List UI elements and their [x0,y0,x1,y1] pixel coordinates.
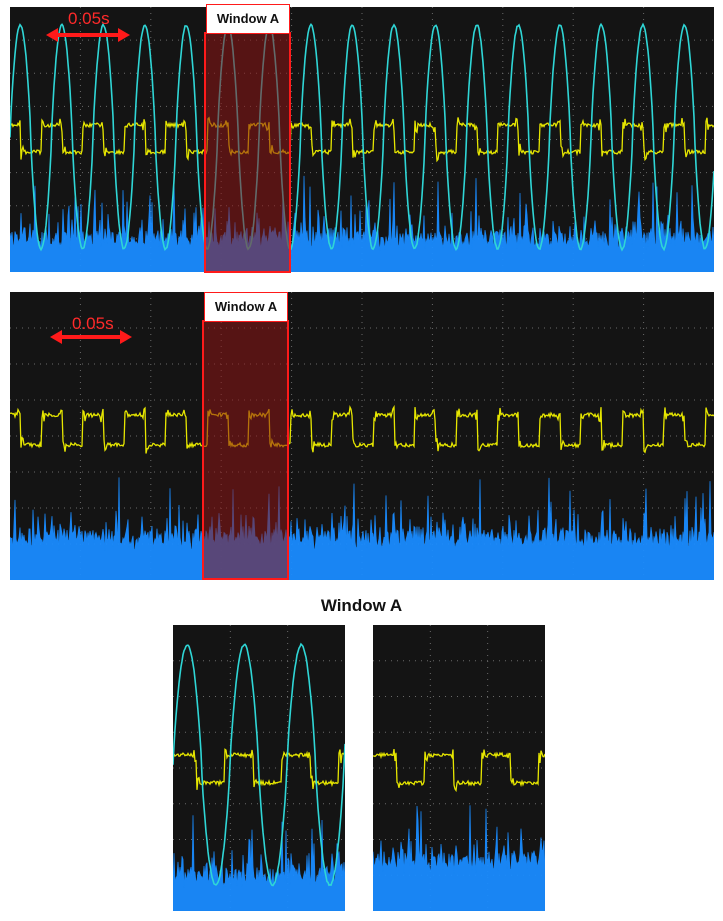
zoom-panel-right [373,625,545,911]
window-a-label-top: Window A [206,4,290,34]
scope-screen-top [10,7,714,272]
time-scale-arrow-top [46,28,130,42]
yellow-square-trace [10,404,714,454]
blue-noise-trace [373,805,545,911]
window-a-highlight-top [204,32,291,273]
window-a-highlight-middle [202,320,289,580]
zoom-panel-left [173,625,345,911]
zoom-screen-left [173,625,345,911]
cyan-sine-trace [10,22,714,252]
scope-panel-middle [10,292,714,580]
zoom-screen-right [373,625,545,911]
window-a-title: Window A [320,596,403,615]
blue-noise-trace [173,815,345,911]
yellow-square-trace [373,748,545,793]
blue-noise-trace [10,477,714,580]
time-scale-label-top: 0.05s [68,9,110,28]
cyan-sine-trace [173,642,345,887]
window-a-label-middle: Window A [204,292,288,322]
time-scale-label-middle: 0.05s [72,314,114,333]
time-scale-arrow-middle [50,330,132,344]
yellow-square-trace [10,116,714,163]
scope-panel-top [10,7,714,272]
